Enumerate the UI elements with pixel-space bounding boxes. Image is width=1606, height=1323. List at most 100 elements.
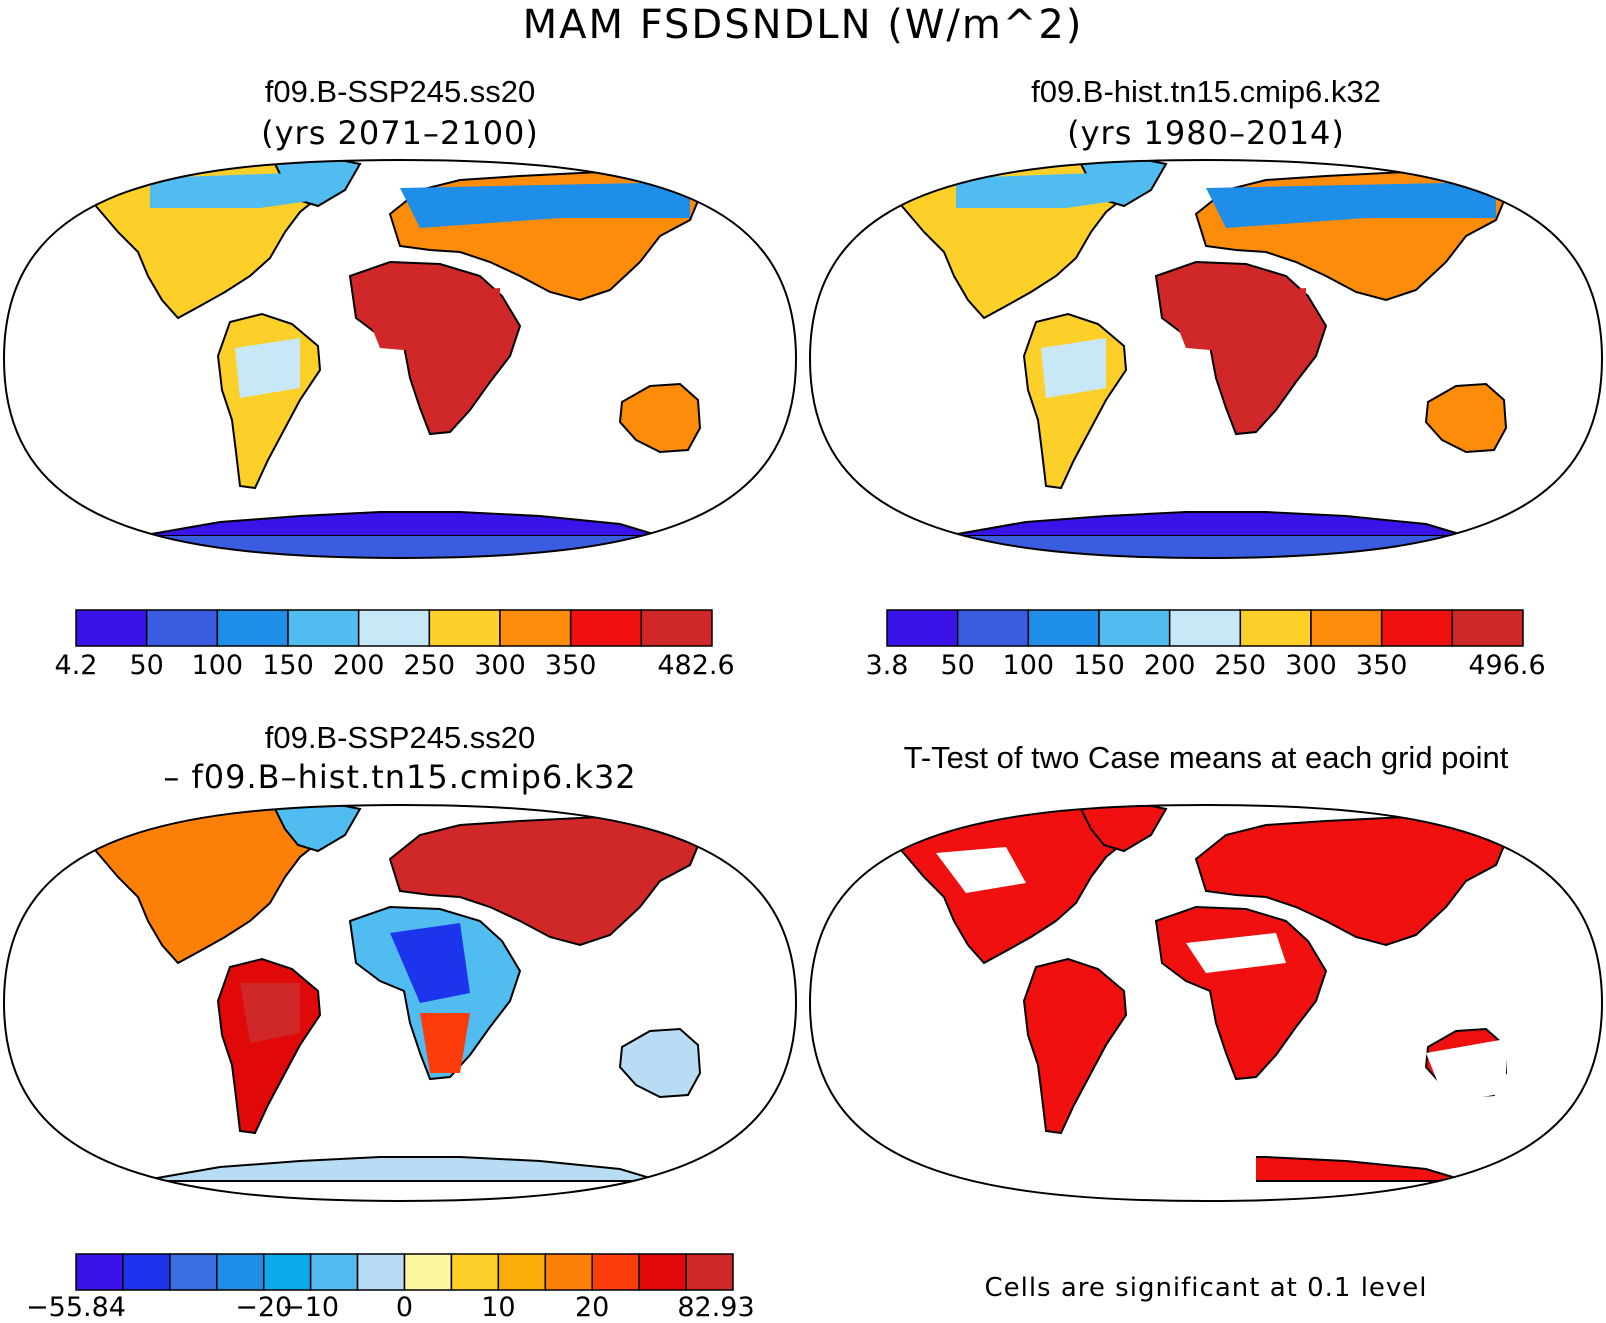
colorbar-swatch: [1027, 609, 1100, 647]
landmass-greenland: [1079, 805, 1168, 853]
landmass-sa: [1022, 957, 1128, 1135]
field-band: [400, 182, 690, 228]
cb-label: 3.8: [865, 650, 909, 681]
map-border: [2, 158, 798, 560]
figure-title: MAM FSDSNDLN (W/m^2): [522, 2, 1084, 48]
landmass-eur: [1194, 815, 1508, 947]
colorbar-labels-bottom-left: −55.84 −20 −10 0 10 20 82.93: [26, 1292, 755, 1323]
cb-label: 82.93: [677, 1292, 755, 1323]
field-band: [235, 338, 300, 398]
colorbar-bottom-left: [75, 1253, 734, 1291]
significance-note: Cells are significant at 0.1 level: [984, 1273, 1428, 1303]
colorbar-swatch: [287, 609, 360, 647]
colorbar-swatch: [956, 609, 1030, 647]
colorbar-swatch: [309, 1253, 359, 1291]
cb-label: 100: [191, 650, 244, 681]
colorbar-swatch: [1098, 609, 1171, 647]
cb-label: 350: [544, 650, 597, 681]
landmass-aus: [618, 382, 702, 454]
nonsig-area: [936, 847, 1026, 893]
field-band: [1206, 182, 1496, 228]
colorbar-swatch: [886, 609, 959, 647]
colorbar-swatch: [1380, 609, 1454, 647]
cb-label: 20: [575, 1292, 610, 1323]
cb-label: 0: [395, 1292, 414, 1323]
field-band: [420, 1013, 470, 1073]
field-band: [240, 983, 300, 1043]
colorbar-swatch: [1310, 609, 1383, 647]
cb-label: 150: [262, 650, 314, 681]
colorbar-swatch: [428, 609, 501, 647]
cb-label: −10: [282, 1292, 340, 1323]
nonsig-area: [1426, 1039, 1506, 1103]
cb-label: 4.2: [54, 650, 98, 681]
map-bottom-left: [2, 803, 798, 1203]
map-border: [808, 158, 1604, 560]
cb-label: 300: [1285, 650, 1337, 681]
colorbar-swatch: [450, 1253, 500, 1291]
field-band: [360, 288, 500, 358]
colorbar-swatch: [357, 609, 431, 647]
landmass-greenland: [273, 805, 362, 853]
cb-label: 482.6: [657, 650, 735, 681]
panel-title-bottom-right: T-Test of two Case means at each grid po…: [903, 740, 1509, 775]
colorbar-labels-top-right: 3.8 50 100 150 200 250 300 350 496.6: [866, 650, 1546, 684]
field-band: [1041, 338, 1106, 398]
colorbar-swatch: [685, 1253, 734, 1291]
colorbar-labels-top-left: 4.2 50 100 150 200 250 300 350 482.6: [55, 650, 735, 684]
colorbar-swatch: [403, 1253, 453, 1291]
colorbar-swatch: [356, 1253, 406, 1291]
cb-label: 150: [1073, 650, 1125, 681]
panel-subtitle-top-left: (yrs 2071–2100): [261, 114, 539, 152]
colorbar-swatch: [544, 1253, 593, 1291]
colorbar-swatch: [569, 609, 643, 647]
field-band: [1166, 288, 1306, 358]
cb-label: 300: [474, 650, 526, 681]
colorbar-swatch: [591, 1253, 640, 1291]
cb-label: 350: [1355, 650, 1408, 681]
panel-title-bottom-left: f09.B-SSP245.ss20: [264, 720, 536, 755]
map-top-left: [2, 158, 798, 560]
map-border: [808, 803, 1604, 1203]
field-band: [956, 172, 1136, 208]
nonsig-area: [1186, 933, 1286, 973]
colorbar-swatch: [216, 1253, 265, 1291]
cb-label: 50: [129, 650, 164, 681]
colorbar-swatch: [1239, 609, 1312, 647]
nonsig-area: [946, 1143, 1256, 1201]
colorbar-swatch: [262, 1253, 312, 1291]
landmass-eur: [388, 815, 702, 947]
cb-label: 250: [1214, 650, 1267, 681]
colorbar-swatch: [169, 1253, 218, 1291]
colorbar-top-right: [886, 609, 1524, 647]
field-band: [150, 172, 330, 208]
cb-label: 496.6: [1468, 650, 1546, 681]
cb-label: 10: [481, 1292, 516, 1323]
colorbar-swatch: [497, 1253, 547, 1291]
field-band: [390, 923, 470, 1003]
panel-subtitle-top-right: (yrs 1980–2014): [1067, 114, 1345, 152]
cb-label: 50: [940, 650, 975, 681]
panel-subtitle-bottom-left: – f09.B–hist.tn15.cmip6.k32: [163, 758, 637, 796]
map-bottom-right: [808, 803, 1604, 1203]
panel-title-top-right: f09.B-hist.tn15.cmip6.k32: [1031, 74, 1381, 109]
colorbar-swatch: [638, 1253, 687, 1291]
colorbar-top-left: [75, 609, 713, 647]
landmass-aus: [618, 1027, 702, 1099]
cb-label: −20: [235, 1292, 293, 1323]
landmass-aus: [1424, 382, 1508, 454]
landmass-ant: [945, 511, 1467, 537]
colorbar-swatch: [122, 1253, 171, 1291]
colorbar-swatch: [1168, 609, 1242, 647]
cb-label: 100: [1002, 650, 1055, 681]
colorbar-swatch: [145, 609, 219, 647]
cb-label: 200: [332, 650, 385, 681]
map-top-right: [808, 158, 1604, 560]
cb-label: −55.84: [26, 1292, 126, 1323]
colorbar-swatch: [499, 609, 572, 647]
landmass-ant: [139, 511, 661, 537]
colorbar-swatch: [640, 609, 713, 647]
colorbar-swatch: [75, 609, 148, 647]
panel-title-top-left: f09.B-SSP245.ss20: [264, 74, 536, 109]
cb-label: 200: [1143, 650, 1196, 681]
